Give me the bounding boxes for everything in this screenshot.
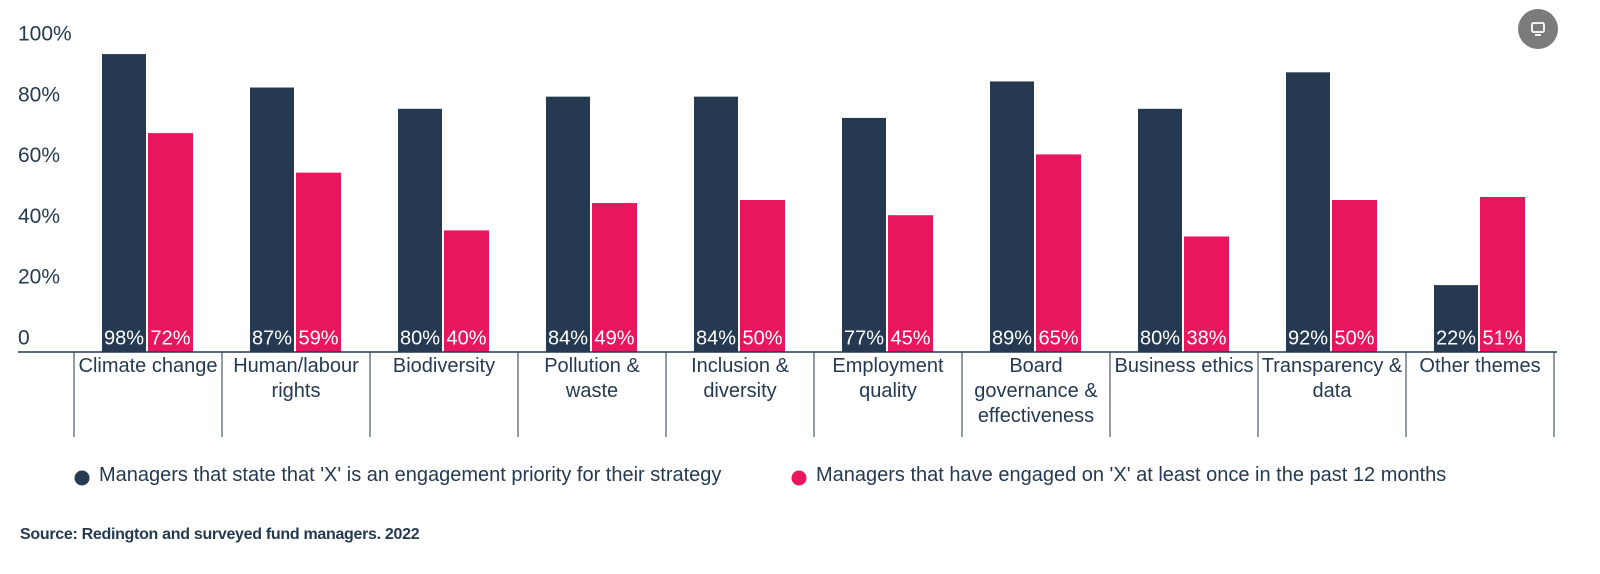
bar <box>740 200 785 352</box>
bar <box>888 215 933 352</box>
value-label: 77% <box>844 327 884 349</box>
value-label: 38% <box>1186 327 1226 349</box>
bar <box>250 87 294 353</box>
x-tick-label: Business ethics <box>1114 355 1254 377</box>
value-label: 51% <box>1482 327 1522 349</box>
x-tick-label: Board governance & effectiveness <box>974 355 1098 427</box>
value-label: 80% <box>1140 327 1180 349</box>
value-label: 92% <box>1288 327 1328 349</box>
value-label: 84% <box>548 327 588 349</box>
value-label: 84% <box>696 327 736 349</box>
legend-label: Managers that state that 'X' is an engag… <box>99 464 722 486</box>
y-tick-label: 20% <box>18 266 60 289</box>
x-tick-label: Transparency & data <box>1261 355 1403 402</box>
bar <box>1286 72 1330 352</box>
bar <box>148 133 193 352</box>
legend-label: Managers that have engaged on 'X' at lea… <box>816 464 1447 486</box>
present-button[interactable] <box>1518 9 1558 49</box>
y-tick-label: 60% <box>18 144 60 167</box>
bar <box>1138 108 1182 352</box>
bar <box>102 54 146 353</box>
value-label: 87% <box>252 327 292 349</box>
bar <box>1480 196 1525 352</box>
bar <box>546 96 590 352</box>
value-label: 65% <box>1038 327 1078 349</box>
bar <box>1332 200 1377 352</box>
y-tick-label: 80% <box>18 83 60 106</box>
value-label: 50% <box>1334 327 1374 349</box>
legend-marker <box>791 470 807 486</box>
bar <box>1036 154 1081 352</box>
bar <box>1184 236 1229 352</box>
bar <box>694 96 738 352</box>
x-tick-label: Pollution & waste <box>544 355 640 402</box>
y-tick-label: 100% <box>18 23 72 46</box>
x-tick-label: Climate change <box>78 355 218 377</box>
present-icon <box>1531 22 1545 36</box>
bar <box>1434 285 1478 352</box>
bar <box>444 230 489 352</box>
value-label: 89% <box>992 327 1032 349</box>
x-tick-label: Other themes <box>1419 355 1541 377</box>
x-tick-label: Human/labour rights <box>233 355 359 402</box>
x-tick-label: Inclusion & diversity <box>691 355 789 402</box>
value-label: 59% <box>298 327 338 349</box>
y-tick-label: 40% <box>18 205 60 228</box>
value-label: 50% <box>742 327 782 349</box>
bar <box>296 172 341 352</box>
bar <box>592 203 637 352</box>
value-label: 98% <box>104 327 144 349</box>
value-label: 22% <box>1436 327 1476 349</box>
bar <box>398 108 442 352</box>
value-label: 49% <box>594 327 634 349</box>
bar <box>842 117 886 352</box>
value-label: 45% <box>890 327 930 349</box>
y-tick-label: 0 <box>18 327 30 350</box>
value-label: 40% <box>446 327 486 349</box>
source-note: Source: Redington and surveyed fund mana… <box>20 526 420 543</box>
bar <box>990 81 1034 352</box>
x-tick-label: Biodiversity <box>392 355 496 377</box>
x-tick-label: Employment quality <box>832 355 944 402</box>
value-label: 72% <box>150 327 190 349</box>
legend-marker <box>74 470 90 486</box>
value-label: 80% <box>400 327 440 349</box>
